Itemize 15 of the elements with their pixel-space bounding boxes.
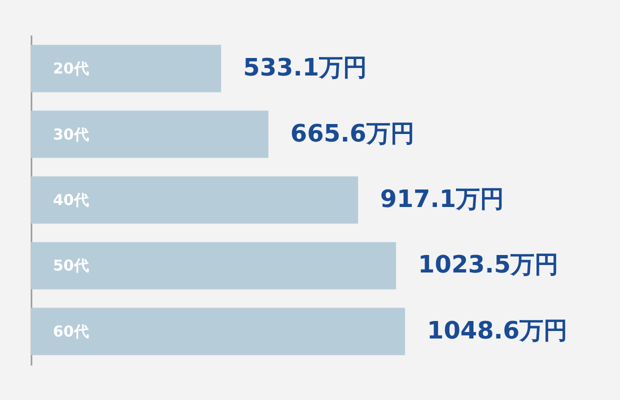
- bar: [31, 242, 396, 290]
- y-tick-label: 20代: [53, 60, 89, 78]
- bar: [31, 308, 405, 356]
- bar: [31, 176, 358, 224]
- data-label: 533.1万円: [243, 54, 368, 82]
- data-label: 1048.6万円: [427, 316, 568, 344]
- data-label: 1023.5万円: [418, 250, 559, 279]
- bar: [31, 44, 222, 92]
- data-label: 665.6万円: [290, 119, 414, 148]
- y-tick-label: 40代: [53, 191, 89, 209]
- y-tick-label: 50代: [53, 256, 89, 275]
- bar: [31, 110, 268, 158]
- data-label: 917.1万円: [380, 185, 504, 213]
- y-tick-label: 60代: [53, 322, 89, 340]
- y-tick-label: 30代: [53, 125, 89, 144]
